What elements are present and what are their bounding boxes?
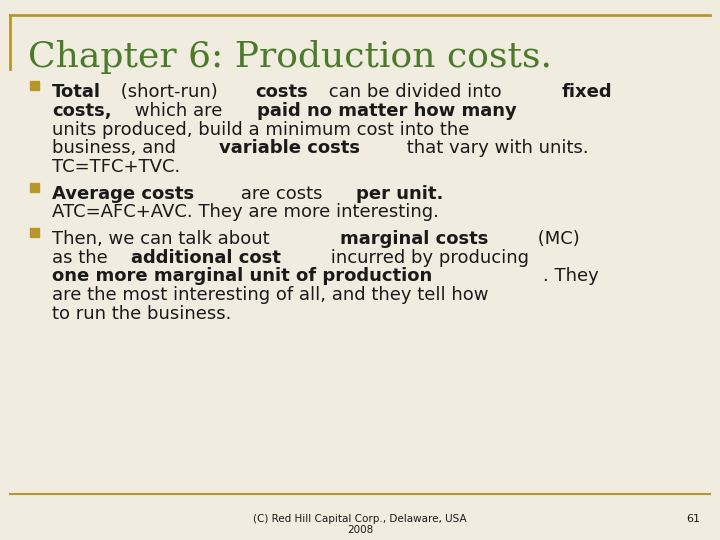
Text: Chapter 6: Production costs.: Chapter 6: Production costs. [28, 39, 552, 73]
Text: TC=TFC+TVC.: TC=TFC+TVC. [52, 158, 180, 176]
Bar [30, 228, 39, 237]
Text: business, and: business, and [52, 139, 181, 157]
Text: costs: costs [255, 83, 308, 102]
Text: can be divided into: can be divided into [323, 83, 508, 102]
Text: variable costs: variable costs [220, 139, 361, 157]
Text: fixed: fixed [561, 83, 612, 102]
Text: Then, we can talk about: Then, we can talk about [52, 230, 275, 248]
Text: Total: Total [52, 83, 101, 102]
Text: incurred by producing: incurred by producing [325, 248, 528, 267]
Text: (MC): (MC) [531, 230, 580, 248]
Text: units produced, build a minimum cost into the: units produced, build a minimum cost int… [52, 120, 469, 139]
Text: 61: 61 [686, 514, 700, 523]
Bar [30, 82, 39, 90]
Text: as the: as the [52, 248, 114, 267]
Text: one more marginal unit of production: one more marginal unit of production [52, 267, 432, 285]
Text: . They: . They [543, 267, 598, 285]
Text: which are: which are [129, 102, 228, 120]
Text: are costs: are costs [235, 185, 328, 202]
Text: additional cost: additional cost [131, 248, 282, 267]
Text: per unit.: per unit. [356, 185, 443, 202]
Text: that vary with units.: that vary with units. [401, 139, 589, 157]
Text: are the most interesting of all, and they tell how: are the most interesting of all, and the… [52, 286, 488, 304]
Text: paid no matter how many: paid no matter how many [257, 102, 516, 120]
Text: (short-run): (short-run) [115, 83, 224, 102]
Text: ATC=AFC+AVC. They are more interesting.: ATC=AFC+AVC. They are more interesting. [52, 204, 439, 221]
Text: costs,: costs, [52, 102, 112, 120]
Text: Average costs: Average costs [52, 185, 194, 202]
Text: marginal costs: marginal costs [341, 230, 489, 248]
Text: (C) Red Hill Capital Corp., Delaware, USA
2008: (C) Red Hill Capital Corp., Delaware, US… [253, 514, 467, 535]
Bar [30, 183, 39, 192]
Text: to run the business.: to run the business. [52, 305, 231, 323]
